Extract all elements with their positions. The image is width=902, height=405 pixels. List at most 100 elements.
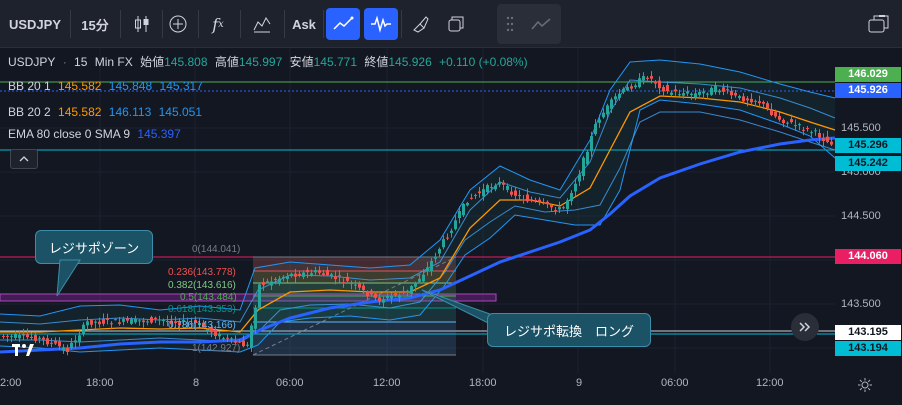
trend-icon[interactable] [524, 8, 558, 40]
candles-icon[interactable] [126, 8, 158, 40]
candle-body [698, 91, 701, 95]
candle-body [70, 342, 73, 349]
legend-symbol[interactable]: USDJPY [8, 55, 56, 69]
interval-button[interactable]: 15分 [81, 17, 109, 33]
candle-body [82, 324, 85, 334]
drag-handle-icon[interactable] [500, 8, 520, 40]
resistance-support-zone-rect [0, 293, 497, 302]
candle-body [814, 130, 817, 132]
toolbar-separator [198, 10, 199, 38]
candle-body [190, 323, 193, 325]
candle-body [106, 318, 109, 320]
candle-body [754, 100, 757, 102]
symbol-button[interactable]: USDJPY [8, 16, 62, 32]
bb1-legend[interactable]: BB 20 1 145.582 145.848 145.317 [8, 79, 207, 93]
candle-body [214, 329, 217, 337]
candle-body [822, 138, 825, 142]
candle-body [538, 199, 541, 202]
price-chart[interactable] [0, 48, 902, 405]
candle-body [186, 322, 189, 324]
ask-button[interactable]: Ask [292, 16, 316, 32]
bb2-label: BB 20 2 [8, 105, 51, 119]
candle-body [366, 291, 369, 297]
templates-icon[interactable] [246, 8, 278, 40]
add-indicator-plus-icon[interactable] [162, 8, 194, 40]
time-axis[interactable]: 2:00 18:00 8 06:00 12:00 18:00 9 06:00 1… [0, 373, 902, 405]
fib-label-0236: 0.236(143.778) [168, 267, 236, 278]
toolbar-separator [323, 10, 324, 38]
screenshot-icon[interactable] [862, 8, 896, 40]
scroll-to-realtime-button[interactable] [791, 313, 819, 341]
ema-legend[interactable]: EMA 80 close 0 SMA 9 145.397 [8, 127, 185, 141]
candle-body [790, 119, 793, 123]
candle-body [454, 220, 457, 230]
candle-body [34, 335, 37, 341]
candle-body [630, 86, 633, 89]
resistance-support-zone-callout[interactable]: レジサポゾーン [35, 230, 153, 264]
candle-body [654, 81, 657, 84]
time-tick: 06:00 [276, 377, 304, 389]
time-tick: 12:00 [756, 377, 784, 389]
candle-body [438, 248, 441, 254]
candle-body [278, 278, 281, 283]
price-axis[interactable]: 145.500 145.000 144.500 143.500 146.029 … [835, 48, 902, 373]
candle-body [794, 125, 797, 127]
candle-body [554, 209, 557, 211]
candles [2, 71, 833, 356]
bollinger-band-1-lower [0, 111, 836, 343]
legend-open-label: 始値 [140, 55, 165, 69]
candle-body [66, 347, 69, 353]
candle-body [62, 347, 65, 351]
fib-label-0382: 0.382(143.616) [168, 280, 236, 291]
ohlc-legend: USDJPY · 15 Min FX 始値145.808 高値145.997 安… [8, 53, 532, 70]
candle-body [418, 278, 421, 282]
candle-body [434, 256, 437, 259]
candle-body [690, 93, 693, 95]
candle-body [302, 272, 305, 277]
legend-source: Min FX [94, 55, 133, 69]
candle-body [458, 211, 461, 219]
chevron-up-icon [19, 156, 29, 162]
candle-body [518, 195, 521, 197]
window-icon[interactable] [440, 8, 472, 40]
candle-body [678, 94, 681, 96]
price-label-pink: 144.060 [835, 249, 901, 264]
candle-body [830, 141, 833, 145]
candle-body [514, 190, 517, 196]
candle-body [202, 322, 205, 328]
ema-label: EMA 80 close 0 SMA 9 [8, 127, 131, 141]
fib-label-0: 0(144.041) [192, 244, 241, 255]
bb1-upper: 145.848 [108, 79, 153, 93]
candle-body [94, 321, 97, 323]
candle-body [682, 93, 685, 96]
reversal-long-callout[interactable]: レジサポ転換 ロング [487, 313, 651, 347]
candle-body [126, 318, 129, 321]
candle-body [718, 90, 721, 93]
candle-body [2, 336, 5, 338]
price-tick: 144.500 [841, 210, 881, 222]
candle-body [134, 318, 137, 323]
candle-body [222, 338, 225, 340]
wave-tool-icon[interactable] [364, 8, 398, 40]
bollinger-basis [0, 95, 836, 333]
time-tick: 2:00 [0, 377, 22, 389]
tradingview-logo[interactable] [10, 340, 38, 360]
candle-body [766, 103, 769, 109]
candle-body [506, 186, 509, 190]
candle-body [666, 84, 669, 92]
line-tool-icon[interactable] [326, 8, 360, 40]
candle-body [826, 136, 829, 143]
candle-body [582, 157, 585, 177]
candle-body [234, 340, 237, 343]
bb2-legend[interactable]: BB 20 2 145.582 146.113 145.051 [8, 105, 206, 119]
candle-body [266, 281, 269, 283]
settings-gear-icon[interactable] [857, 377, 875, 395]
candle-body [686, 91, 689, 94]
fib-label-1: 1(142.927) [192, 343, 241, 354]
candle-body [246, 344, 249, 346]
brush-icon[interactable] [404, 8, 436, 40]
candle-body [146, 321, 149, 323]
legend-collapse-button[interactable] [10, 149, 38, 169]
price-tick: 143.500 [841, 298, 881, 310]
